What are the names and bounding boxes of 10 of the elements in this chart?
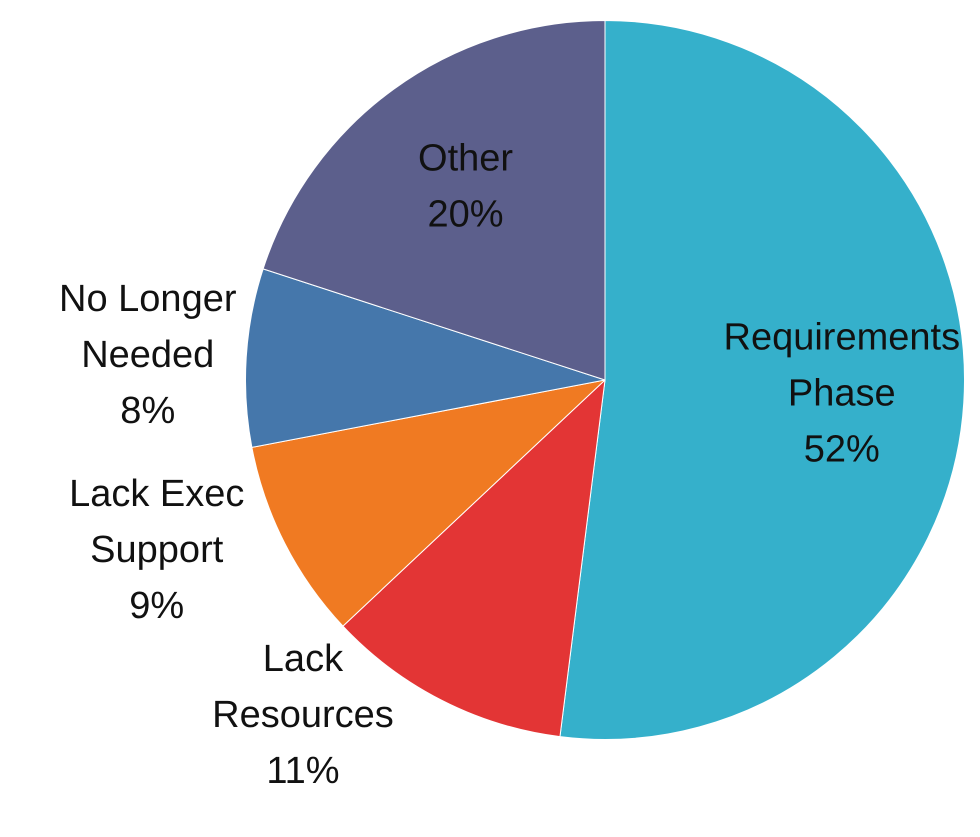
slice-label: No Longer Needed [59, 278, 237, 376]
data-label: 8% [120, 390, 176, 432]
data-label: 9% [129, 584, 184, 627]
data-label: 11% [266, 750, 340, 792]
slice-label: Requirements Phase [724, 316, 960, 414]
data-label: 52% [804, 428, 880, 470]
data-label: 20% [428, 194, 504, 236]
slice-label: Lack Exec Support [69, 472, 244, 571]
slice-label: Lack Resources [212, 638, 394, 736]
slice-label: Other [418, 138, 514, 180]
